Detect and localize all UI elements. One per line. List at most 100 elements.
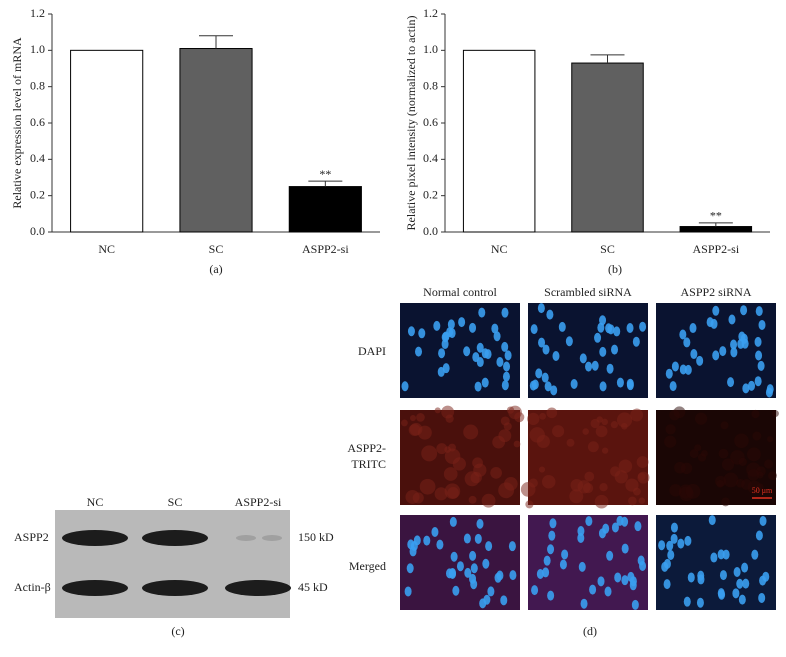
panel-label: (d) [583,624,597,638]
nucleus [670,522,678,533]
nucleus [594,332,602,343]
nucleus [740,305,748,316]
speckle [552,425,565,438]
speckle [443,467,458,481]
nucleus [549,518,557,529]
nucleus [491,323,499,334]
nucleus [579,353,587,364]
nucleus [407,539,415,550]
nucleus [478,307,486,318]
nucleus [452,585,460,596]
nucleus [438,348,446,359]
nucleus [614,572,622,583]
nucleus [585,361,593,372]
nucleus [591,360,599,371]
column-label: Normal control [423,285,497,299]
nucleus [599,381,607,392]
nucleus [589,584,597,595]
nucleus [661,561,669,572]
speckle [468,495,477,504]
speckle [405,489,420,504]
bar [462,49,536,233]
y-tick-label: 0.4 [30,151,45,165]
nucleus [543,555,551,566]
speckle [620,422,628,430]
band [225,580,291,596]
speckle [441,405,455,419]
speckle [616,412,633,428]
nucleus [683,337,691,348]
speckle [632,487,641,496]
speckle [734,433,749,449]
nucleus [483,594,491,605]
band [62,580,128,596]
nucleus [531,379,539,390]
y-tick-label: 0.2 [30,187,45,201]
nucleus [548,530,556,541]
nucleus [639,561,647,572]
significance: ** [319,167,331,181]
nucleus [449,516,457,527]
y-tick-label: 1.0 [423,42,438,56]
nucleus [531,585,539,596]
band-size: 45 kD [298,580,328,594]
speckle [637,471,650,484]
nucleus [740,333,748,344]
band-size: 150 kD [298,530,334,544]
speckle [513,440,521,448]
bar [70,49,144,233]
nucleus [626,322,634,333]
speckle [595,425,608,438]
nucleus [755,530,763,541]
nucleus [501,307,509,318]
nucleus [719,570,727,581]
y-tick-label: 1.2 [30,6,45,20]
nucleus [621,575,629,586]
x-tick-label: NC [491,242,508,256]
speckle [627,496,637,506]
nucleus [613,326,621,337]
nucleus [578,561,586,572]
speckle [716,479,725,488]
speckle [448,443,457,452]
nucleus [472,352,480,363]
nucleus [727,377,735,388]
x-tick-label: SC [600,242,615,256]
nucleus [742,578,750,589]
speckle [417,425,432,440]
nucleus [536,569,544,580]
nucleus [500,595,508,606]
speckle [723,472,739,488]
nucleus [658,540,666,551]
speckle [419,478,436,495]
micrographs [400,303,779,610]
nucleus [712,350,720,361]
speckle [721,458,735,471]
nucleus [570,379,578,390]
faint-band [236,535,256,541]
nucleus [482,558,490,569]
nucleus [484,349,492,360]
nucleus [677,538,685,549]
y-axis-label: Relative pixel intensity (normalized to … [404,16,418,231]
nucleus [755,306,763,317]
nucleus [696,597,704,608]
speckle [463,424,479,440]
nucleus [441,339,449,350]
y-tick-label: 0.4 [423,151,438,165]
nucleus [706,317,714,328]
nucleus [708,515,716,526]
nucleus [730,339,738,350]
nucleus [577,526,585,537]
nucleus [741,562,749,573]
nucleus [406,563,414,574]
y-tick-label: 1.2 [423,6,438,20]
speckle [546,407,558,419]
speckle [408,423,421,436]
row-label: Merged [349,559,386,573]
speckle [529,427,545,443]
nucleus [577,532,585,543]
blot-image [55,510,290,618]
blot-bands [62,530,291,596]
